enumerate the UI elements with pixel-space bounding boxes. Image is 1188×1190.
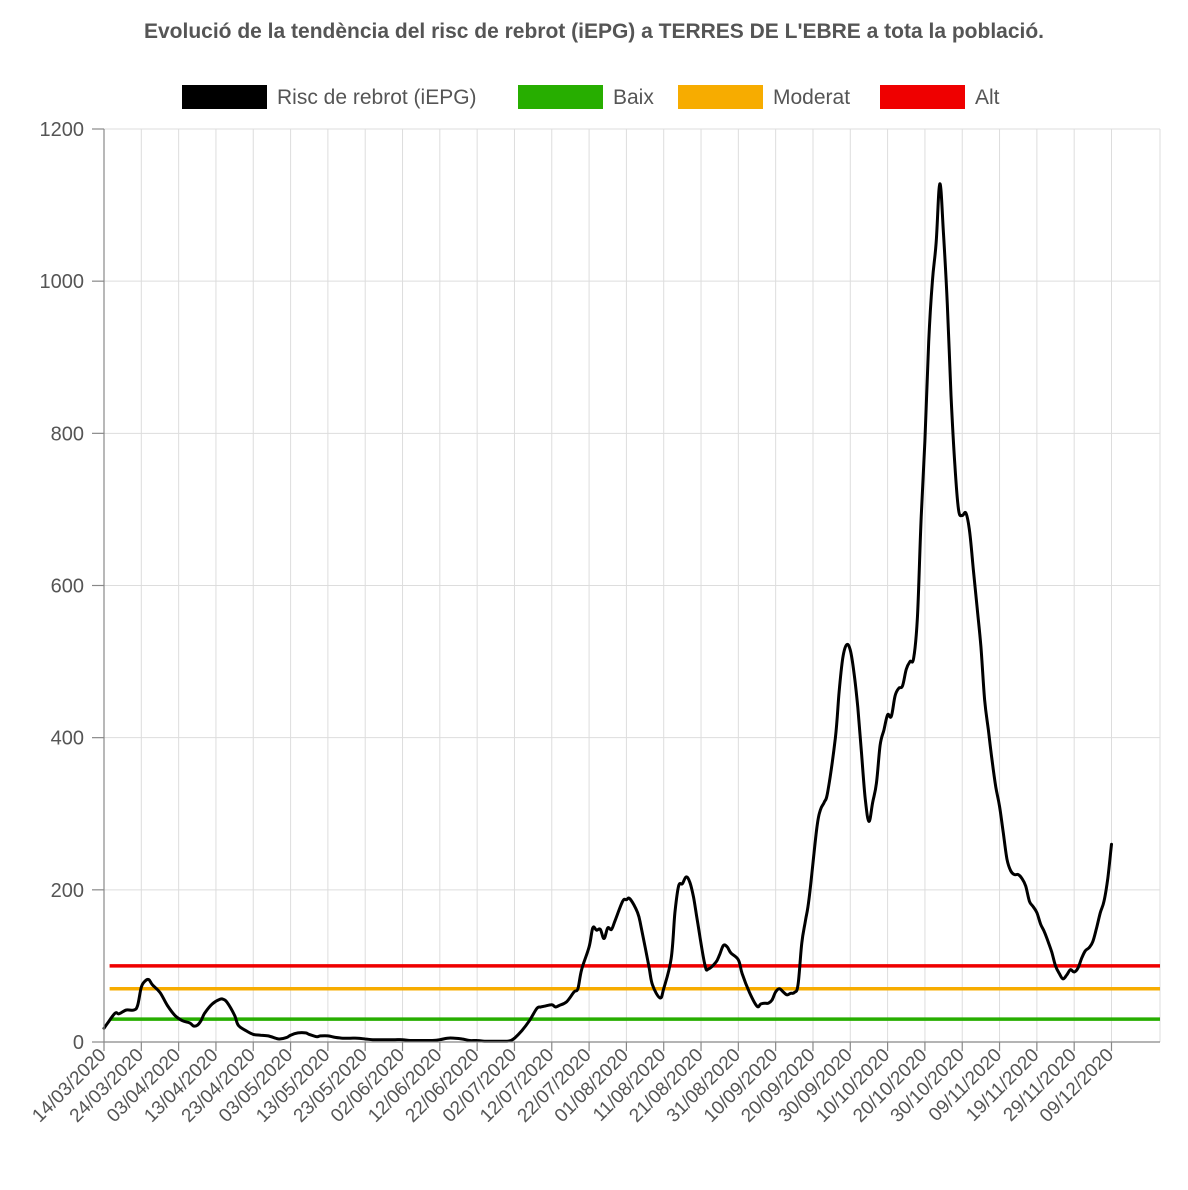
y-tick-label-1: 200 xyxy=(51,880,84,902)
chart-title: Evolució de la tendència del risc de reb… xyxy=(144,20,1044,43)
y-tick-labels: 0 200 400 600 800 1000 1200 xyxy=(40,119,85,1054)
legend-label-3[interactable]: Alt xyxy=(975,86,1000,109)
x-gridlines xyxy=(103,129,1161,1051)
series-line-iepg xyxy=(102,182,1113,1043)
y-tick-label-5: 1000 xyxy=(40,271,85,293)
legend-swatch-3 xyxy=(880,85,965,109)
legend-label-1[interactable]: Baix xyxy=(613,86,654,109)
y-tick-label-3: 600 xyxy=(51,576,84,598)
legend-label-2[interactable]: Moderat xyxy=(773,86,850,109)
axes xyxy=(103,129,1160,1043)
y-gridlines xyxy=(92,128,1160,1043)
data-series xyxy=(102,182,1113,1043)
threshold-lines xyxy=(109,964,1160,1021)
x-tick-labels: 14/03/202024/03/202003/04/202013/04/2020… xyxy=(28,1045,1118,1127)
y-tick-label-6: 1200 xyxy=(40,119,85,141)
y-tick-label-2: 400 xyxy=(51,728,84,750)
legend-swatch-1 xyxy=(518,85,603,109)
legend: Risc de rebrot (iEPG) Baix Moderat Alt xyxy=(182,85,1000,109)
legend-swatch-2 xyxy=(678,85,763,109)
legend-label-0[interactable]: Risc de rebrot (iEPG) xyxy=(277,86,477,109)
y-tick-label-4: 800 xyxy=(51,423,84,445)
legend-swatch-0 xyxy=(182,85,267,109)
y-tick-label-0: 0 xyxy=(73,1032,84,1054)
